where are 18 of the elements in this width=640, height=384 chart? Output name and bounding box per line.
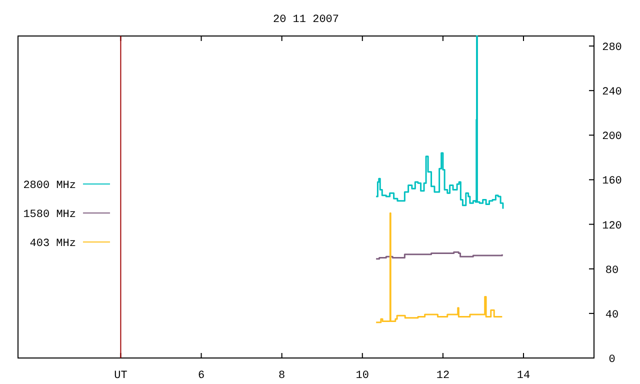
x-tick-label: 14 (516, 370, 531, 382)
chart-title: 20 11 2007 (272, 14, 340, 26)
legend-label: 2800 MHz (23, 180, 76, 192)
y-tick-label: 80 (605, 264, 619, 277)
x-tick-label: 6 (198, 370, 205, 382)
legend-label: 403 MHz (30, 238, 76, 250)
legend-label: 1580 MHz (23, 209, 76, 221)
y-tick-label: 280 (602, 42, 622, 54)
x-tick-label: 12 (436, 370, 450, 382)
x-tick-label: 8 (278, 370, 286, 382)
y-tick-label: 120 (602, 220, 622, 232)
y-tick-label: 160 (602, 176, 622, 188)
y-tick-label: 0 (608, 354, 616, 366)
y-tick-label: 240 (602, 86, 622, 99)
y-tick-label: 200 (602, 131, 622, 144)
x-tick-label: UT (114, 370, 128, 382)
x-tick-label: 10 (356, 370, 369, 382)
y-tick-label: 40 (605, 309, 619, 322)
